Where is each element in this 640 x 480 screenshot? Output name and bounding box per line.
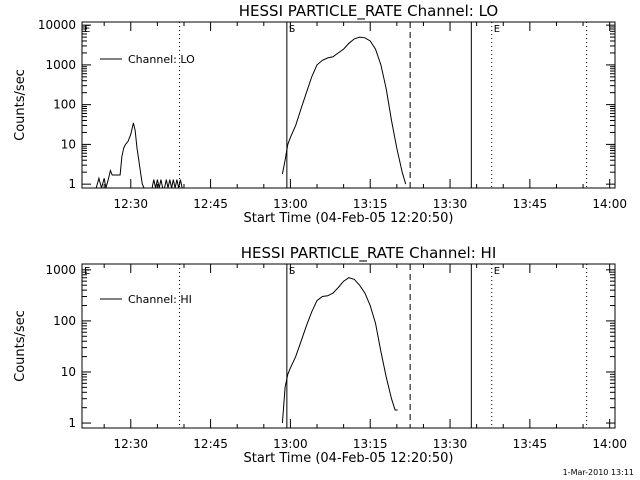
x-tick-label: 14:00 <box>592 197 627 211</box>
x-tick-label: 13:15 <box>353 197 388 211</box>
y-axis-label: Counts/sec <box>13 310 28 382</box>
vertical-marker-label: E <box>494 24 500 35</box>
y-tick-label: 10 <box>61 365 76 379</box>
y-tick-label: 1 <box>68 416 76 430</box>
x-tick-label: 13:45 <box>513 437 548 451</box>
y-tick-label: 10 <box>61 137 76 151</box>
data-series-line <box>281 36 407 185</box>
plot-frame <box>81 21 616 189</box>
y-tick-label: 1000 <box>45 263 76 277</box>
vertical-marker-label: S <box>289 24 295 35</box>
chart-panel-2: HESSI PARTICLE_RATE Channel: HI Counts/se… <box>13 244 627 466</box>
chart-panel-1: HESSI PARTICLE_RATE Channel: LO Counts/se… <box>13 2 627 226</box>
y-tick-label: 100 <box>53 98 76 112</box>
chart-title: HESSI PARTICLE_RATE Channel: HI <box>241 244 497 263</box>
x-tick-label: 13:30 <box>433 437 468 451</box>
y-tick-label: 10000 <box>38 18 76 32</box>
vertical-marker-label: S <box>289 266 295 277</box>
vertical-marker-label: E <box>84 266 90 277</box>
x-tick-label: 13:00 <box>273 437 308 451</box>
y-tick-label: 1 <box>68 177 76 191</box>
legend-label: Channel: LO <box>128 53 195 66</box>
x-tick-label: 12:45 <box>193 437 228 451</box>
x-tick-label: 13:30 <box>433 197 468 211</box>
plot-frame <box>81 263 616 429</box>
x-tick-label: 12:30 <box>113 197 148 211</box>
legend-label: Channel: HI <box>128 293 192 306</box>
data-series-line <box>281 277 398 424</box>
footer-timestamp: 1-Mar-2010 13:11 <box>563 468 634 477</box>
chart-title: HESSI PARTICLE_RATE Channel: LO <box>239 2 498 21</box>
x-tick-label: 12:30 <box>113 437 148 451</box>
y-tick-label: 1000 <box>45 58 76 72</box>
x-axis-label: Start Time (04-Feb-05 12:20:50) <box>244 451 454 466</box>
x-tick-label: 14:00 <box>592 437 627 451</box>
x-axis-label: Start Time (04-Feb-05 12:20:50) <box>244 211 454 226</box>
x-tick-label: 13:00 <box>273 197 308 211</box>
x-tick-label: 12:45 <box>193 197 228 211</box>
vertical-marker-label: E <box>494 266 500 277</box>
y-tick-label: 100 <box>53 314 76 328</box>
data-series-line <box>95 122 184 188</box>
x-tick-label: 13:45 <box>513 197 548 211</box>
x-tick-label: 13:15 <box>353 437 388 451</box>
y-axis-label: Counts/sec <box>13 69 28 141</box>
vertical-marker-label: E <box>84 24 90 35</box>
